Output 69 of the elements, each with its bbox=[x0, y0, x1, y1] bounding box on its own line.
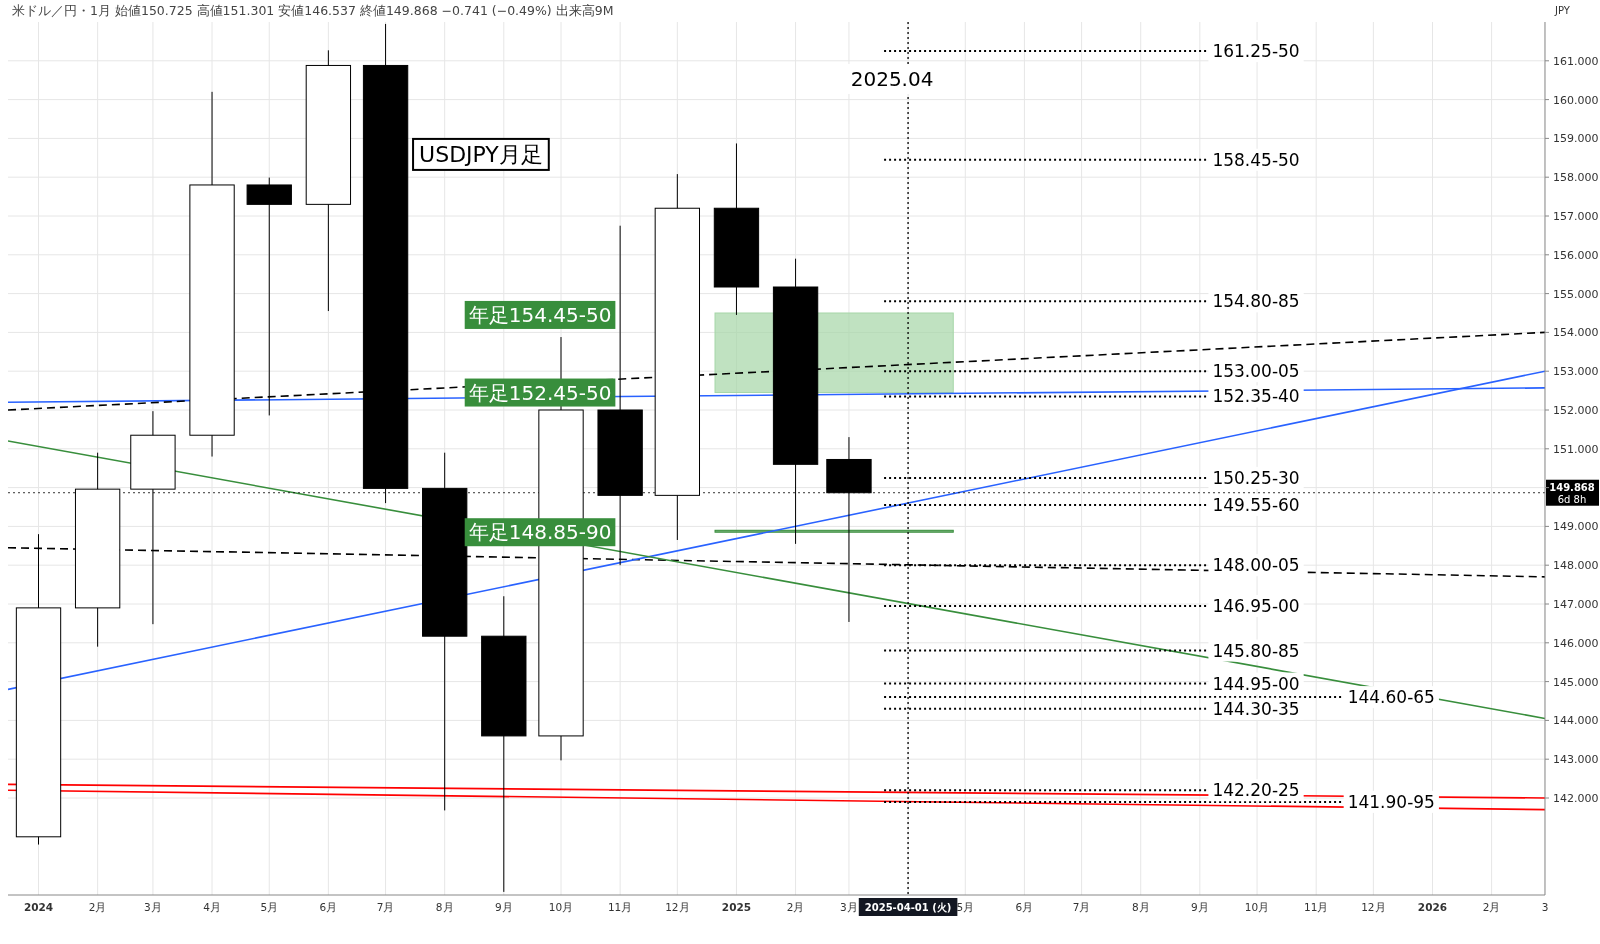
ref-line-label: 149.868 6d 8h bbox=[1549, 481, 1595, 505]
x-tick-label: 9月 bbox=[1191, 901, 1209, 913]
annotation: 年足148.85-90 bbox=[468, 520, 612, 545]
x-tick-label: 3月 bbox=[144, 901, 162, 913]
ref-line-label: 161.25-50 bbox=[1212, 41, 1300, 62]
x-tick-label: 2月 bbox=[786, 901, 805, 913]
y-tick-label: 151.000 bbox=[1553, 442, 1599, 456]
y-tick-label: 157.000 bbox=[1553, 210, 1599, 223]
x-tick-label: 7月 bbox=[1072, 901, 1091, 913]
y-tick-label: 148.000 bbox=[1553, 559, 1599, 573]
y-tick-label: 160.000 bbox=[1553, 93, 1599, 107]
x-tick-label: 2月 bbox=[88, 901, 107, 913]
x-tick-label: 3月 bbox=[840, 901, 858, 913]
x-tick-label: 3 bbox=[1541, 901, 1549, 913]
ref-line-label: 144.95-00 bbox=[1212, 673, 1300, 694]
x-tick-label: 6月 bbox=[319, 901, 338, 913]
chart-subtitle: 米ドル／円・1月 始値150.725 高値151.301 安値146.537 終値149.868 −0.741 (−0.49%) 出来高9M bbox=[12, 3, 614, 18]
ref-line-label: 158.45-50 bbox=[1212, 149, 1300, 170]
y-tick-label: 161.000 bbox=[1553, 54, 1599, 68]
ref-line-label: 2025.04 bbox=[850, 67, 934, 91]
y-tick-label: 156.000 bbox=[1553, 248, 1599, 262]
text: USDJPY月足 bbox=[419, 141, 543, 167]
y-axis-title: JPY bbox=[1554, 5, 1571, 16]
ref-line-label: 152.35-40 bbox=[1212, 386, 1300, 407]
ref-line-label: 146.95-00 bbox=[1212, 595, 1300, 616]
ref-line-label: 142.20-25 bbox=[1212, 780, 1300, 801]
x-tick-label: 12月 bbox=[1361, 901, 1386, 913]
x-tick-label: 8月 bbox=[1131, 901, 1150, 913]
x-tick-label: 9月 bbox=[494, 901, 513, 913]
x-tick-label: 2025 bbox=[721, 901, 752, 913]
x-tick-label: 11月 bbox=[1303, 901, 1329, 913]
x-tick-label: 7月 bbox=[376, 901, 395, 913]
ref-line-label: 145.80-85 bbox=[1212, 640, 1300, 661]
y-tick-label: 153.000 bbox=[1553, 365, 1599, 379]
x-tick-label: 6月 bbox=[1015, 901, 1034, 913]
y-tick-label: 159.000 bbox=[1553, 132, 1599, 146]
x-tick-label: 2026 bbox=[1417, 901, 1448, 913]
y-tick-label: 155.000 bbox=[1553, 287, 1599, 301]
ref-line-label: 141.90-95 bbox=[1347, 791, 1435, 812]
y-tick-label: 143.000 bbox=[1553, 753, 1599, 767]
x-tick-label: 2025-04-01 (火) bbox=[864, 902, 952, 913]
y-tick-label: 146.000 bbox=[1553, 636, 1599, 650]
y-tick-label: 142.000 bbox=[1553, 792, 1599, 805]
annotation: 年足154.45-50 bbox=[468, 302, 612, 327]
ref-line-label: 144.60-65 bbox=[1347, 687, 1435, 708]
x-tick-label: 12月 bbox=[665, 901, 690, 913]
y-tick-label: 145.000 bbox=[1553, 675, 1599, 689]
x-tick-label: 2月 bbox=[1482, 901, 1501, 913]
x-tick-label: 4月 bbox=[203, 901, 221, 913]
x-tick-label: 5月 bbox=[956, 901, 975, 913]
annotation: 年足152.45-50 bbox=[468, 380, 612, 405]
ref-line-label: 154.80-85 bbox=[1212, 291, 1300, 312]
x-tick-label: 8月 bbox=[435, 901, 454, 913]
x-tick-label: 10月 bbox=[1244, 901, 1270, 913]
ref-line-label: 153.00-05 bbox=[1212, 361, 1300, 382]
x-tick-label: 2024 bbox=[23, 901, 54, 913]
y-tick-label: 154.000 bbox=[1553, 326, 1599, 340]
y-tick-label: 149.000 bbox=[1553, 520, 1599, 534]
ref-line-label: 149.55-60 bbox=[1212, 495, 1300, 516]
y-tick-label: 147.000 bbox=[1553, 598, 1599, 611]
x-tick-label: 10月 bbox=[548, 901, 574, 913]
x-tick-label: 5月 bbox=[260, 901, 279, 913]
x-tick-label: 11月 bbox=[607, 901, 633, 913]
ref-line-label: 148.00-05 bbox=[1212, 555, 1300, 576]
y-tick-label: 144.000 bbox=[1553, 714, 1599, 728]
ref-line-label: 144.30-35 bbox=[1212, 698, 1300, 719]
y-tick-label: 152.000 bbox=[1553, 404, 1599, 417]
y-tick-label: 158.000 bbox=[1553, 171, 1599, 185]
ref-line-label: 150.25-30 bbox=[1212, 467, 1300, 488]
